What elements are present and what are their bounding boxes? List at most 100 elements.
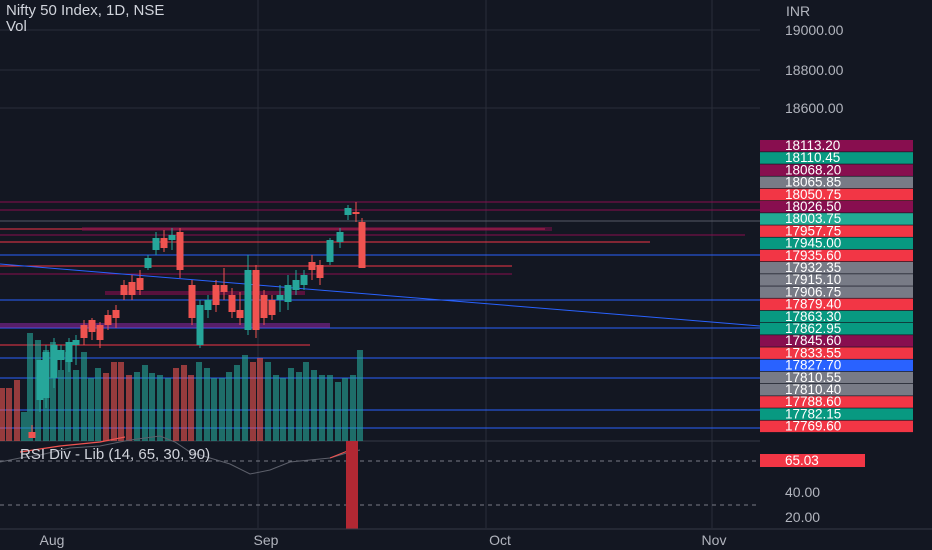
- price-level-tag: 17845.60: [760, 333, 913, 348]
- candle-body: [144, 258, 152, 268]
- candle-body: [260, 295, 268, 318]
- candle: [144, 255, 152, 270]
- candle-body: [188, 285, 196, 318]
- candle-body: [252, 270, 260, 330]
- candle: [204, 295, 212, 318]
- price-level-badge: [760, 408, 913, 420]
- price-level-badge: [760, 249, 913, 262]
- price-level-tag: 17957.75: [760, 223, 913, 238]
- candle: [80, 320, 88, 345]
- price-level-label: 17915.10: [785, 272, 841, 287]
- price-level-badge: [760, 164, 913, 176]
- candle: [65, 338, 73, 372]
- price-level-badge: [760, 274, 913, 286]
- price-level-tag: 17827.70: [760, 358, 913, 373]
- candle: [252, 265, 260, 338]
- volume-bar: [204, 368, 210, 441]
- candle-body: [80, 325, 88, 338]
- price-level-badge: [760, 310, 913, 323]
- volume-bar: [342, 378, 348, 441]
- candle-body: [65, 342, 73, 362]
- price-level-badge: [760, 188, 913, 201]
- candle-body: [28, 432, 36, 438]
- currency-label: INR: [786, 3, 811, 19]
- volume-bar: [226, 372, 232, 441]
- volume-bar: [165, 378, 171, 441]
- price-level-label: 18068.20: [785, 162, 841, 177]
- volume-bar: [21, 412, 27, 441]
- price-level-label: 17863.30: [785, 309, 841, 324]
- candle-body: [128, 282, 136, 295]
- volume-bar: [303, 362, 309, 441]
- price-level-label: 17788.60: [785, 394, 841, 409]
- candle-body: [204, 300, 212, 310]
- candle: [128, 275, 136, 300]
- price-level-label: 17862.95: [785, 321, 841, 336]
- candle: [57, 345, 65, 370]
- zone-band: [0, 323, 330, 328]
- candle: [358, 218, 366, 268]
- candle: [112, 305, 120, 328]
- price-level-tag: 18003.75: [760, 211, 913, 226]
- volume-bar: [288, 368, 294, 441]
- volume-bar: [257, 358, 263, 441]
- candle-body: [352, 212, 360, 214]
- candle: [136, 270, 144, 295]
- candle: [300, 270, 308, 290]
- candle-body: [168, 235, 176, 240]
- price-level-label: 17845.60: [785, 333, 841, 348]
- rsi-divergence-line: [19, 436, 126, 453]
- candle-body: [50, 345, 58, 378]
- candle: [212, 280, 220, 312]
- candle: [50, 338, 58, 388]
- price-level-badge: [760, 176, 913, 189]
- candle: [244, 255, 252, 335]
- price-tick-label: 18600.00: [785, 100, 844, 116]
- volume-bar: [296, 372, 302, 441]
- volume-bar: [88, 378, 94, 441]
- candle: [72, 335, 80, 365]
- price-level-label: 17957.75: [785, 223, 841, 238]
- volume-bars: [0, 333, 363, 441]
- price-level-tag: 18068.20: [760, 162, 913, 177]
- candle-body: [136, 278, 144, 290]
- price-level-badge: [760, 140, 913, 152]
- volume-bar: [219, 378, 225, 441]
- price-level-badge: [760, 152, 913, 164]
- candle: [236, 292, 244, 325]
- candle: [284, 275, 292, 310]
- candle-body: [196, 305, 204, 345]
- price-level-tag: 17935.60: [760, 248, 913, 263]
- price-level-tag: 17788.60: [760, 394, 913, 409]
- price-level-label: 17932.35: [785, 260, 841, 275]
- rsi-line: [0, 435, 361, 475]
- volume-bar: [273, 375, 279, 441]
- volume-bar: [65, 352, 71, 441]
- candle: [228, 288, 236, 318]
- price-tick-label: 18800.00: [785, 62, 844, 78]
- volume-bar: [6, 388, 12, 441]
- volume-bar: [265, 362, 271, 441]
- candle-body: [316, 265, 324, 278]
- candle-body: [112, 310, 120, 318]
- candle-body: [96, 325, 104, 340]
- chart-header: Nifty 50 Index, 1D, NSE Vol: [6, 3, 164, 35]
- price-tick-label: 19000.00: [785, 22, 844, 38]
- volume-legend[interactable]: Vol: [6, 18, 27, 35]
- candle: [36, 360, 44, 412]
- price-level-label: 18113.20: [785, 138, 840, 153]
- candle-body: [276, 295, 284, 300]
- price-level-tag: 18026.50: [760, 199, 913, 214]
- volume-bar: [118, 362, 124, 441]
- symbol-title[interactable]: Nifty 50 Index, 1D, NSE: [6, 2, 165, 19]
- candle-body: [236, 310, 244, 318]
- rsi-pane: [0, 435, 760, 529]
- rsi-indicator-label[interactable]: RSI Div - Lib (14, 65, 30, 90): [20, 446, 211, 463]
- price-level-badge: [760, 384, 913, 396]
- volume-bar: [350, 375, 356, 441]
- volume-bar: [196, 362, 202, 441]
- candle: [96, 322, 104, 348]
- time-tick-label: Oct: [489, 532, 511, 548]
- price-level-tag: 17833.55: [760, 345, 913, 360]
